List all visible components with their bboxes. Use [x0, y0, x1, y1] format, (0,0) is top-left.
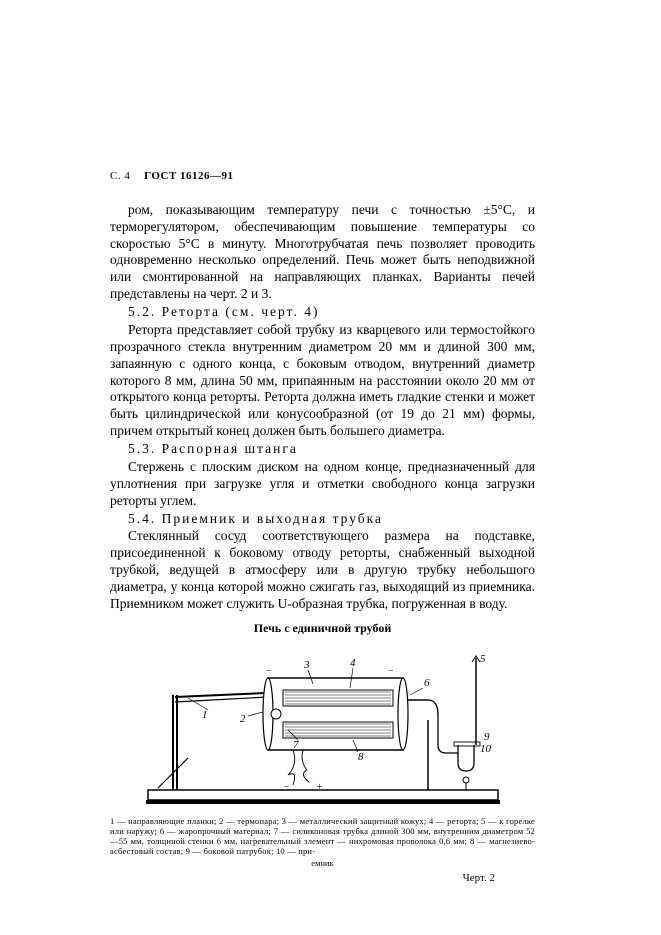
callout-8: 8	[358, 751, 364, 763]
figure-title: Печь с единичной трубой	[110, 621, 535, 636]
figure-caption-1: 1 — направляющие планки; 2 — термопара; …	[110, 816, 535, 857]
callout-5: 5	[480, 653, 486, 665]
paragraph-rod: Стержень с плоским диском на одном конце…	[110, 459, 535, 510]
callout-7: 7	[293, 739, 299, 751]
callout-2: 2	[240, 713, 246, 725]
section-5-2-title: 5.2. Реторта (см. черт. 4)	[110, 304, 535, 321]
section-5-3-title: 5.3. Распорная штанга	[110, 441, 535, 458]
document-page: С. 4 ГОСТ 16126—91 ром, показывающим тем…	[110, 170, 535, 885]
section-5-4-title: 5.4. Приемник и выходная трубка	[110, 511, 535, 528]
page-number: С. 4	[110, 170, 130, 182]
paragraph-receiver: Стеклянный сосуд соответствующего размер…	[110, 528, 535, 612]
callout-4: 4	[350, 657, 356, 669]
figure-diagram: − + − − 1 2	[110, 640, 535, 810]
paragraph-retort: Реторта представляет собой трубку из ква…	[110, 322, 535, 440]
page-header: С. 4 ГОСТ 16126—91	[110, 170, 535, 184]
document-id: ГОСТ 16126—91	[144, 170, 233, 182]
svg-text:−: −	[283, 782, 290, 793]
callout-3: 3	[303, 659, 310, 671]
callout-9: 9	[484, 731, 490, 743]
figure-caption-2: емник	[110, 858, 535, 868]
callout-6: 6	[424, 677, 430, 689]
figure-label: Черт. 2	[110, 872, 535, 886]
svg-text:+: +	[316, 782, 323, 793]
svg-text:−: −	[266, 666, 272, 677]
callout-1: 1	[202, 709, 208, 721]
paragraph-continuation: ром, показывающим температуру печи с точ…	[110, 202, 535, 303]
svg-text:−: −	[388, 666, 394, 677]
callout-10: 10	[480, 743, 492, 755]
